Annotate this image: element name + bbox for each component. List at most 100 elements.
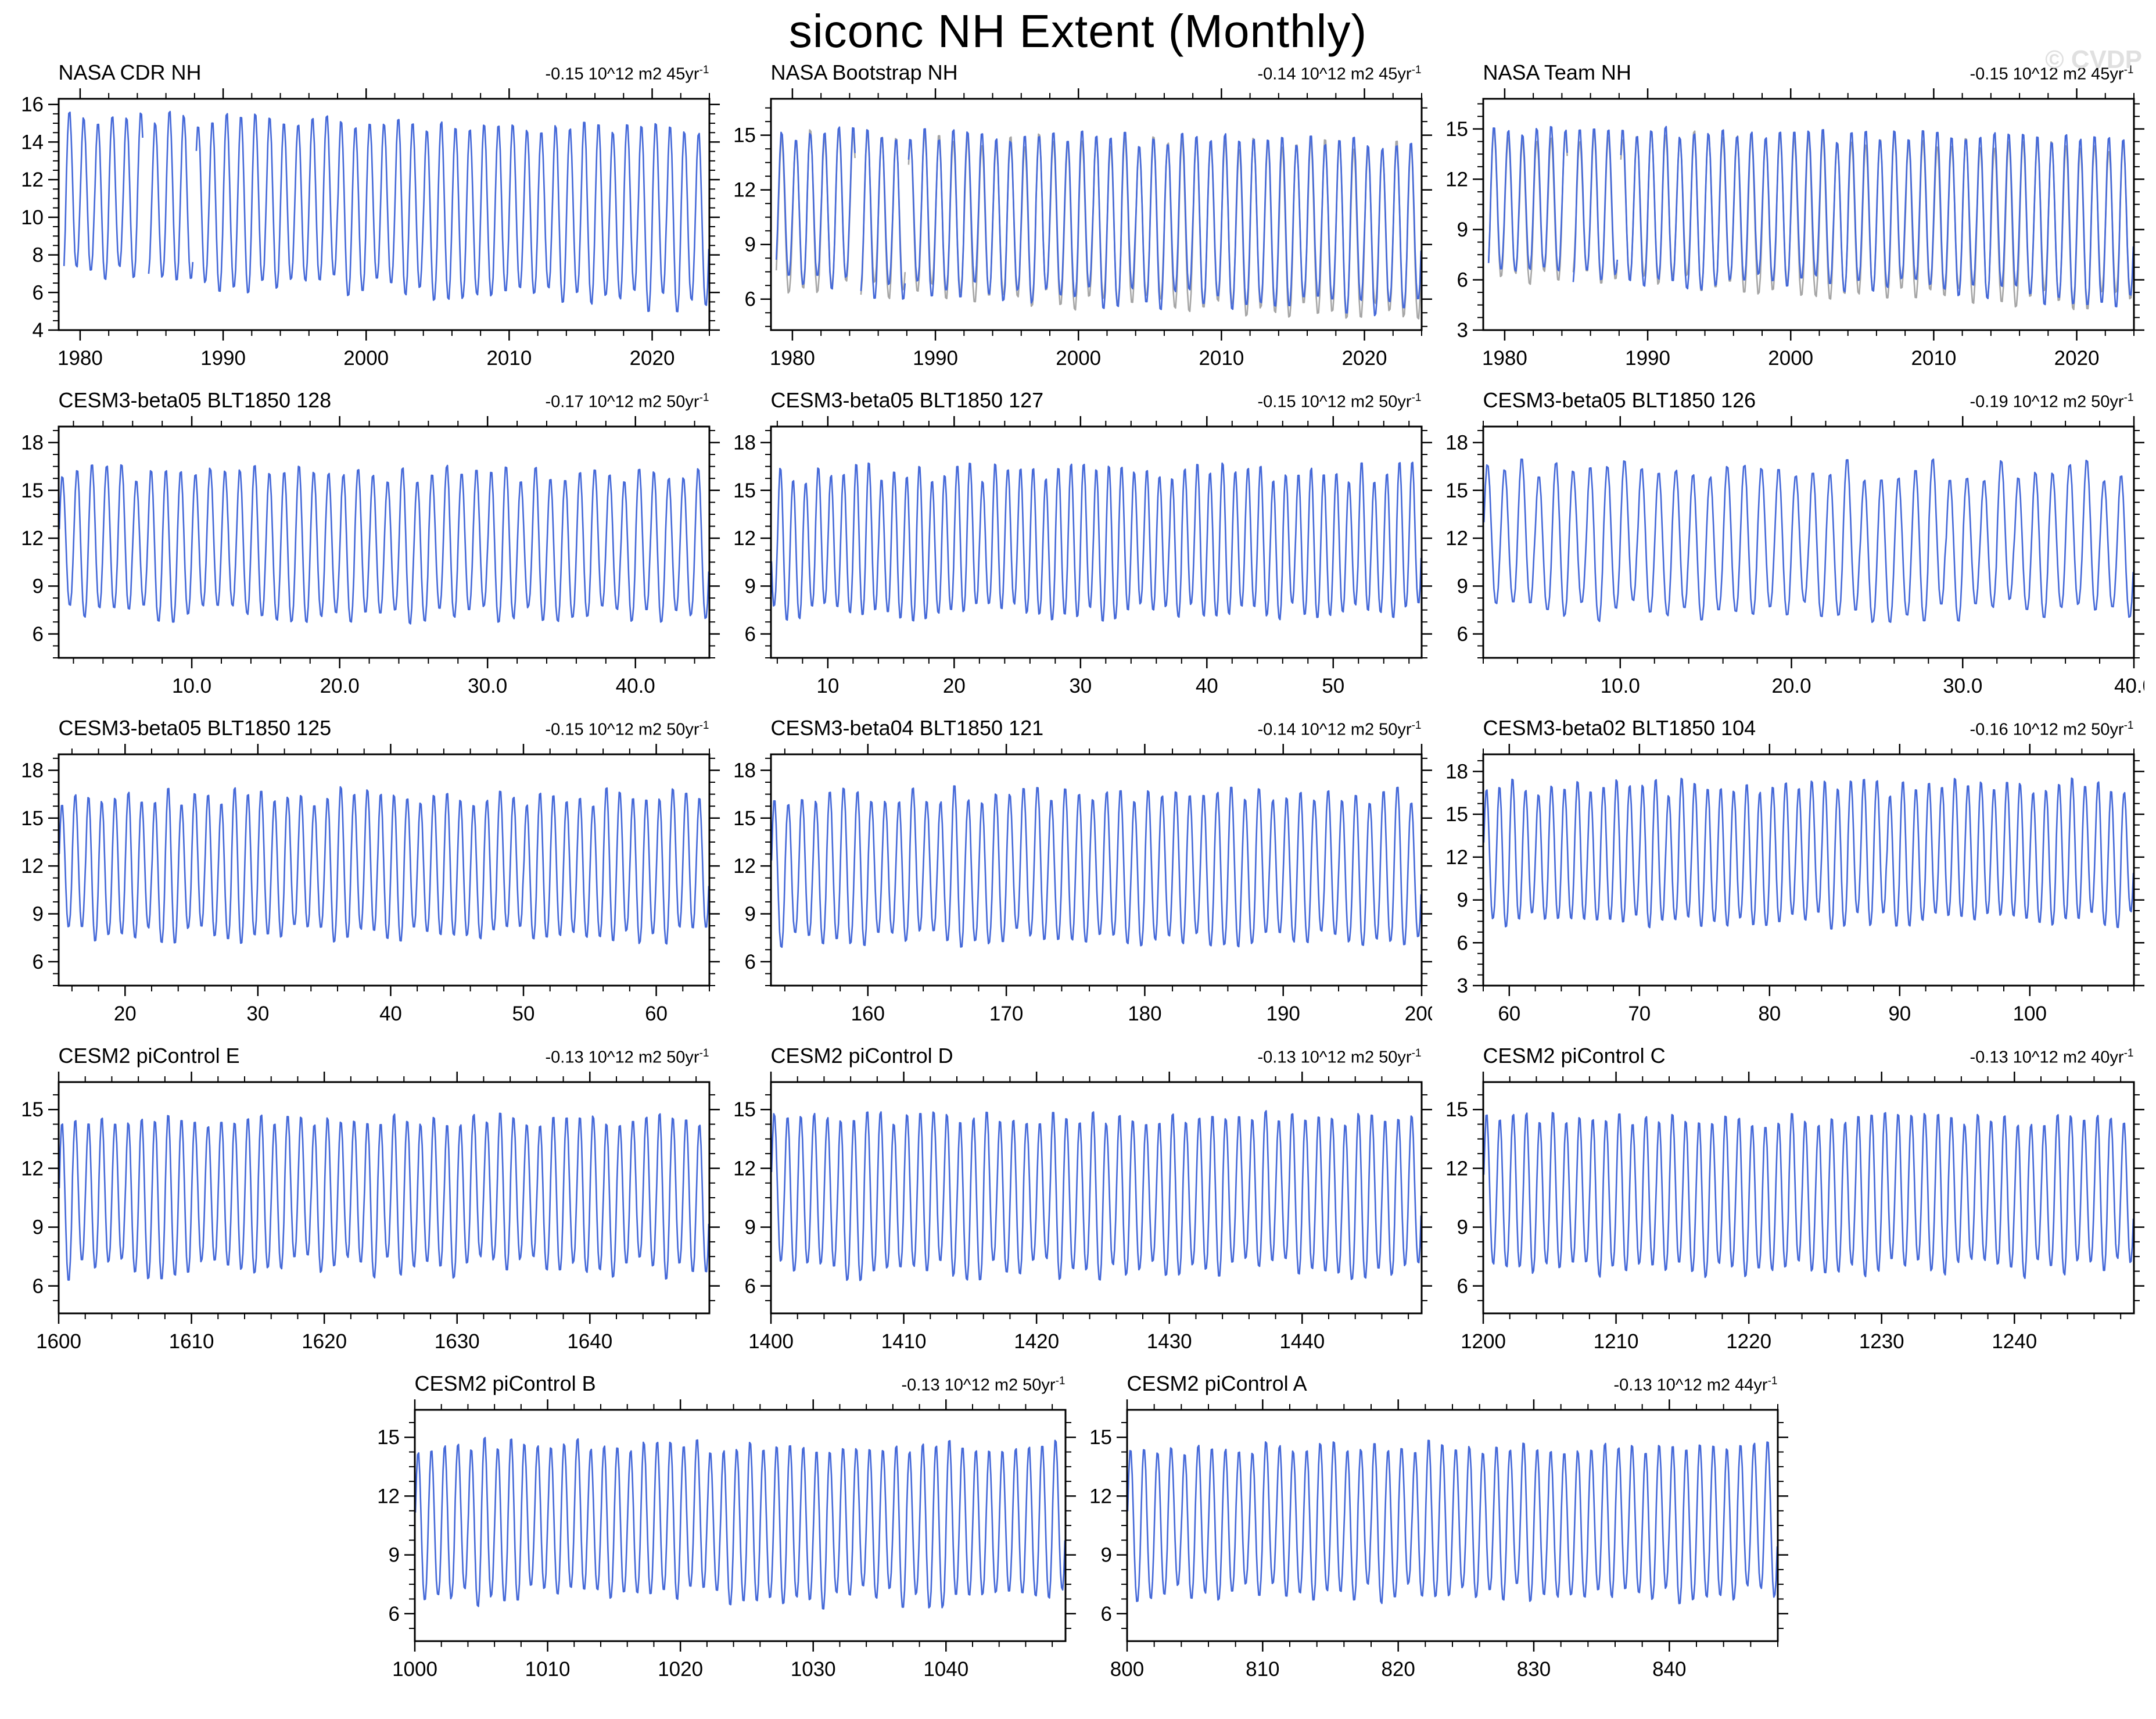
svg-text:1620: 1620 [302, 1330, 347, 1353]
panel-title: CESM2 piControl C [1483, 1044, 1666, 1068]
svg-text:18: 18 [1445, 431, 1468, 454]
svg-text:1440: 1440 [1279, 1330, 1325, 1353]
panel-trend-label: -0.13 10^12 m2 40yr-1 [1970, 1047, 2134, 1067]
panel-header: CESM3-beta02 BLT1850 104 -0.16 10^12 m2 5… [1437, 716, 2144, 742]
svg-text:1240: 1240 [1992, 1330, 2037, 1353]
svg-text:1210: 1210 [1593, 1330, 1638, 1353]
svg-text:70: 70 [1628, 1002, 1651, 1025]
svg-text:40: 40 [1195, 675, 1218, 697]
panel-header: CESM3-beta05 BLT1850 126 -0.19 10^12 m2 5… [1437, 388, 2144, 414]
svg-text:40.0: 40.0 [2114, 675, 2144, 697]
svg-text:18: 18 [733, 431, 756, 454]
svg-text:20.0: 20.0 [1771, 675, 1811, 697]
svg-text:15: 15 [733, 807, 756, 830]
panel-header: CESM3-beta05 BLT1850 127 -0.15 10^12 m2 5… [724, 388, 1432, 414]
svg-text:1220: 1220 [1726, 1330, 1771, 1353]
panel-title: CESM3-beta02 BLT1850 104 [1483, 716, 1756, 740]
svg-text:2020: 2020 [1341, 347, 1387, 370]
svg-text:40.0: 40.0 [615, 675, 655, 697]
timeseries-chart: 10.0 20.0 30.0 40.0 6 9 12 15 18 [21, 416, 720, 697]
svg-text:800: 800 [1110, 1658, 1143, 1681]
svg-text:20: 20 [942, 675, 965, 697]
svg-text:6: 6 [744, 1275, 755, 1298]
chart-panel: CESM2 piControl D -0.13 10^12 m2 50yr-1 14… [724, 1044, 1432, 1371]
svg-text:1610: 1610 [168, 1330, 214, 1353]
svg-text:840: 840 [1652, 1658, 1686, 1681]
svg-text:60: 60 [1498, 1002, 1520, 1025]
trend-exponent: -1 [1411, 1047, 1422, 1060]
svg-text:10.0: 10.0 [172, 675, 211, 697]
chart-panel: CESM3-beta05 BLT1850 125 -0.15 10^12 m2 5… [12, 716, 720, 1044]
svg-text:6: 6 [388, 1603, 399, 1625]
panel-title: CESM3-beta04 BLT1850 121 [770, 716, 1044, 740]
timeseries-chart: 1000 1010 1020 1030 1040 6 9 12 15 [377, 1399, 1076, 1681]
timeseries-chart: 800 810 820 830 840 6 9 12 15 [1089, 1399, 1788, 1681]
svg-text:830: 830 [1516, 1658, 1550, 1681]
svg-text:15: 15 [21, 479, 44, 502]
panel-title: CESM3-beta05 BLT1850 126 [1483, 388, 1756, 412]
timeseries-chart: 1200 1210 1220 1230 1240 6 9 12 15 [1445, 1072, 2144, 1353]
svg-text:3: 3 [1457, 319, 1468, 342]
svg-text:10.0: 10.0 [1600, 675, 1640, 697]
svg-text:6: 6 [1457, 623, 1468, 646]
svg-text:6: 6 [744, 288, 755, 311]
svg-text:2010: 2010 [1199, 347, 1244, 370]
svg-text:6: 6 [1457, 1275, 1468, 1298]
panel-trend-label: -0.13 10^12 m2 50yr-1 [545, 1047, 709, 1067]
svg-text:1000: 1000 [392, 1658, 437, 1681]
chart-panel: NASA CDR NH -0.15 10^12 m2 45yr-1 1980 1990… [12, 60, 720, 388]
chart-panel: NASA Bootstrap NH -0.14 10^12 m2 45yr-1 19… [724, 60, 1432, 388]
trend-exponent: -1 [2123, 1047, 2134, 1060]
svg-text:15: 15 [1445, 479, 1468, 502]
timeseries-chart: 1980 1990 2000 2010 2020 6 9 12 15 [733, 88, 1432, 370]
svg-text:6: 6 [744, 623, 755, 646]
svg-text:9: 9 [1457, 575, 1468, 597]
svg-text:15: 15 [733, 479, 756, 502]
svg-text:15: 15 [1445, 1098, 1468, 1121]
svg-text:60: 60 [645, 1002, 668, 1025]
svg-text:6: 6 [1100, 1603, 1111, 1625]
panel-trend-label: -0.14 10^12 m2 45yr-1 [1257, 64, 1422, 84]
svg-text:200: 200 [1404, 1002, 1432, 1025]
panel-trend-label: -0.13 10^12 m2 44yr-1 [1613, 1375, 1778, 1395]
svg-text:12: 12 [733, 179, 756, 202]
svg-text:30.0: 30.0 [1943, 675, 1982, 697]
chart-panel: NASA Team NH -0.15 10^12 m2 45yr-1 1980 199… [1437, 60, 2144, 388]
svg-text:810: 810 [1246, 1658, 1279, 1681]
panel-title: CESM2 piControl E [58, 1044, 240, 1068]
panel-title: NASA Team NH [1483, 60, 1631, 84]
svg-text:30: 30 [1069, 675, 1092, 697]
panel-trend-label: -0.16 10^12 m2 50yr-1 [1970, 719, 2134, 739]
svg-text:1400: 1400 [748, 1330, 794, 1353]
svg-text:10: 10 [816, 675, 839, 697]
svg-text:1020: 1020 [658, 1658, 703, 1681]
chart-panel: CESM3-beta05 BLT1850 127 -0.15 10^12 m2 5… [724, 388, 1432, 716]
svg-text:1420: 1420 [1014, 1330, 1059, 1353]
svg-text:15: 15 [733, 1098, 756, 1121]
trend-exponent: -1 [1411, 64, 1422, 77]
panel-trend-label: -0.19 10^12 m2 50yr-1 [1970, 392, 2134, 411]
svg-text:1230: 1230 [1859, 1330, 1904, 1353]
trend-exponent: -1 [1767, 1375, 1778, 1388]
trend-exponent: -1 [699, 719, 709, 732]
svg-text:1200: 1200 [1461, 1330, 1506, 1353]
svg-text:9: 9 [744, 575, 755, 597]
svg-text:6: 6 [1457, 932, 1468, 954]
panel-title: NASA CDR NH [58, 60, 202, 84]
svg-text:1980: 1980 [769, 347, 815, 370]
svg-text:9: 9 [32, 1216, 43, 1239]
panel-trend-label: -0.15 10^12 m2 45yr-1 [1970, 64, 2134, 84]
trend-exponent: -1 [699, 64, 709, 77]
timeseries-chart: 60 70 80 90 100 3 6 9 12 15 18 [1445, 744, 2144, 1025]
svg-text:9: 9 [1457, 1216, 1468, 1239]
panel-header: NASA CDR NH -0.15 10^12 m2 45yr-1 [12, 60, 720, 86]
page-title: siconc NH Extent (Monthly) [788, 5, 1368, 57]
svg-text:100: 100 [2012, 1002, 2046, 1025]
timeseries-chart: 1980 1990 2000 2010 2020 3 6 9 12 15 [1445, 88, 2144, 370]
panel-header: NASA Bootstrap NH -0.14 10^12 m2 45yr-1 [724, 60, 1432, 86]
trend-exponent: -1 [699, 392, 709, 404]
svg-text:12: 12 [21, 855, 44, 878]
svg-text:6: 6 [32, 1275, 43, 1298]
svg-text:15: 15 [21, 807, 44, 830]
svg-text:1990: 1990 [913, 347, 958, 370]
